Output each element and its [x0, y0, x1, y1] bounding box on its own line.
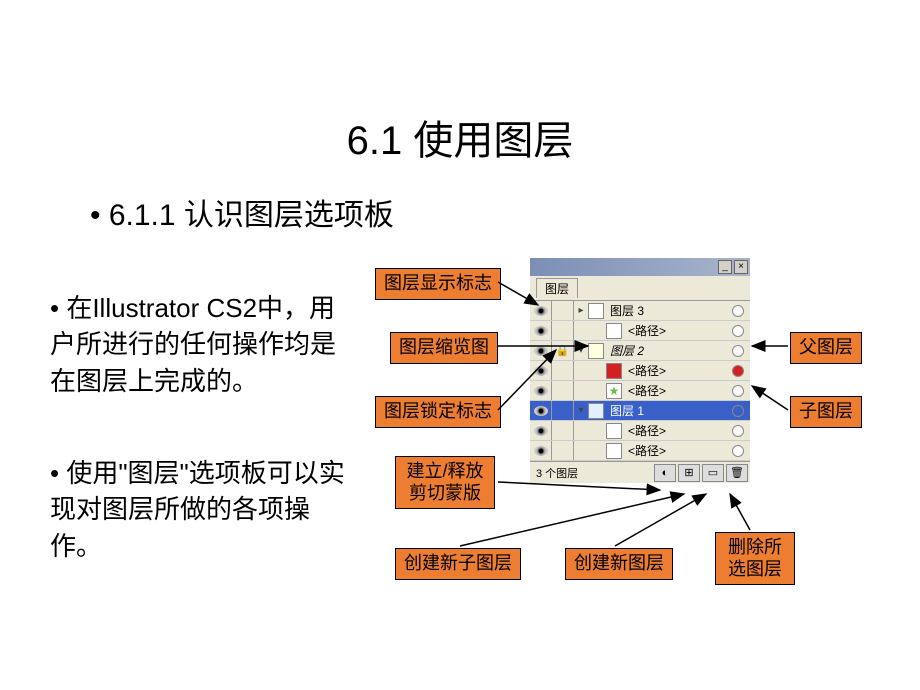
layer-count-label: 3 个图层	[536, 465, 578, 481]
layer-row-content: ★<路径>	[574, 381, 750, 400]
target-icon[interactable]	[732, 445, 744, 457]
eye-icon	[534, 306, 548, 316]
new-layer-button[interactable]: ▭	[702, 464, 724, 482]
visibility-toggle[interactable]	[530, 381, 552, 400]
lock-toggle[interactable]	[552, 421, 574, 440]
layer-name-label: <路径>	[626, 442, 732, 459]
layer-thumbnail	[606, 363, 622, 379]
lock-toggle[interactable]	[552, 361, 574, 380]
target-icon[interactable]	[732, 365, 744, 377]
visibility-toggle[interactable]	[530, 421, 552, 440]
eye-icon	[534, 366, 548, 376]
delete-layer-button[interactable]: 🗑	[726, 464, 748, 482]
layer-row-content: <路径>	[574, 321, 750, 340]
layer-thumbnail	[588, 403, 604, 419]
layer-name-label: 图层 1	[608, 402, 732, 419]
minimize-button[interactable]: _	[718, 260, 732, 274]
annot-thumbnail: 图层缩览图	[390, 332, 498, 364]
body-paragraph-1: • 在Illustrator CS2中，用户所进行的任何操作均是在图层上完成的。	[50, 290, 350, 399]
layer-row[interactable]: 🔒 ▾ 图层 2	[530, 341, 750, 361]
lock-toggle[interactable]	[552, 401, 574, 420]
tab-layers[interactable]: 图层	[536, 278, 578, 298]
layer-name-label: 图层 2	[608, 342, 732, 359]
target-icon[interactable]	[732, 325, 744, 337]
lock-toggle[interactable]	[552, 441, 574, 460]
lock-icon: 🔒	[556, 344, 570, 357]
layer-row-content: ▸ 图层 3	[574, 301, 750, 320]
annot-lock: 图层锁定标志	[375, 396, 501, 428]
eye-icon	[534, 446, 548, 456]
layer-thumbnail: ★	[606, 383, 622, 399]
lock-toggle[interactable]: 🔒	[552, 341, 574, 360]
layer-row-content: ▾ 图层 2	[574, 341, 750, 360]
layer-row[interactable]: <路径>	[530, 421, 750, 441]
new-sublayer-button[interactable]: ⊞	[678, 464, 700, 482]
layer-thumbnail	[588, 343, 604, 359]
layer-thumbnail	[606, 443, 622, 459]
layer-row[interactable]: ★<路径>	[530, 381, 750, 401]
visibility-toggle[interactable]	[530, 361, 552, 380]
panel-tab-row: 图层	[530, 276, 750, 301]
body-paragraph-2: • 使用"图层"选项板可以实现对图层所做的各项操作。	[50, 455, 350, 564]
target-icon[interactable]	[732, 345, 744, 357]
layer-row[interactable]: <路径>	[530, 441, 750, 461]
target-icon[interactable]	[732, 405, 744, 417]
eye-icon	[534, 386, 548, 396]
visibility-toggle[interactable]	[530, 441, 552, 460]
page-title: 6.1 使用图层	[0, 0, 920, 166]
lock-toggle[interactable]	[552, 301, 574, 320]
annot-new-layer: 创建新图层	[565, 548, 673, 580]
layer-name-label: <路径>	[626, 422, 732, 439]
layer-name-label: 图层 3	[608, 302, 732, 319]
layer-name-label: <路径>	[626, 362, 732, 379]
annot-new-sublayer: 创建新子图层	[395, 548, 521, 580]
expand-toggle[interactable]: ▾	[574, 405, 588, 416]
target-icon[interactable]	[732, 385, 744, 397]
layer-row[interactable]: <路径>	[530, 361, 750, 381]
annot-child: 子图层	[790, 396, 862, 428]
panel-titlebar: _ ×	[530, 258, 750, 276]
layer-row[interactable]: ▾ 图层 1	[530, 401, 750, 421]
lock-toggle[interactable]	[552, 321, 574, 340]
target-icon[interactable]	[732, 305, 744, 317]
layer-name-label: <路径>	[626, 322, 732, 339]
clipping-mask-button[interactable]: ◐	[654, 464, 676, 482]
layer-thumbnail	[606, 423, 622, 439]
layer-row-content: <路径>	[574, 421, 750, 440]
eye-icon	[534, 406, 548, 416]
layers-panel: _ × 图层 ▸图层 3<路径>🔒▾图层 2<路径>★<路径>▾图层 1<路径>…	[530, 258, 750, 483]
lock-toggle[interactable]	[552, 381, 574, 400]
layer-thumbnail	[606, 323, 622, 339]
eye-icon	[534, 426, 548, 436]
close-button[interactable]: ×	[734, 260, 748, 274]
layer-name-label: <路径>	[626, 382, 732, 399]
layer-row-content: <路径>	[574, 441, 750, 460]
layer-row-content: <路径>	[574, 361, 750, 380]
layer-row-content: ▾ 图层 1	[574, 401, 750, 420]
section-subtitle: • 6.1.1 认识图层选项板	[0, 166, 920, 234]
expand-toggle[interactable]: ▾	[574, 345, 588, 356]
target-icon[interactable]	[732, 425, 744, 437]
annot-delete: 删除所选图层	[715, 532, 795, 585]
visibility-toggle[interactable]	[530, 321, 552, 340]
annot-visibility: 图层显示标志	[375, 268, 501, 300]
panel-footer: 3 个图层 ◐ ⊞ ▭ 🗑	[530, 461, 750, 483]
visibility-toggle[interactable]	[530, 401, 552, 420]
annot-clipmask: 建立/释放 剪切蒙版	[395, 456, 495, 509]
eye-icon	[534, 346, 548, 356]
eye-icon	[534, 326, 548, 336]
visibility-toggle[interactable]	[530, 341, 552, 360]
expand-toggle[interactable]: ▸	[574, 305, 588, 316]
visibility-toggle[interactable]	[530, 301, 552, 320]
annot-parent: 父图层	[790, 332, 862, 364]
layer-row[interactable]: ▸ 图层 3	[530, 301, 750, 321]
layer-row[interactable]: <路径>	[530, 321, 750, 341]
layer-thumbnail	[588, 303, 604, 319]
